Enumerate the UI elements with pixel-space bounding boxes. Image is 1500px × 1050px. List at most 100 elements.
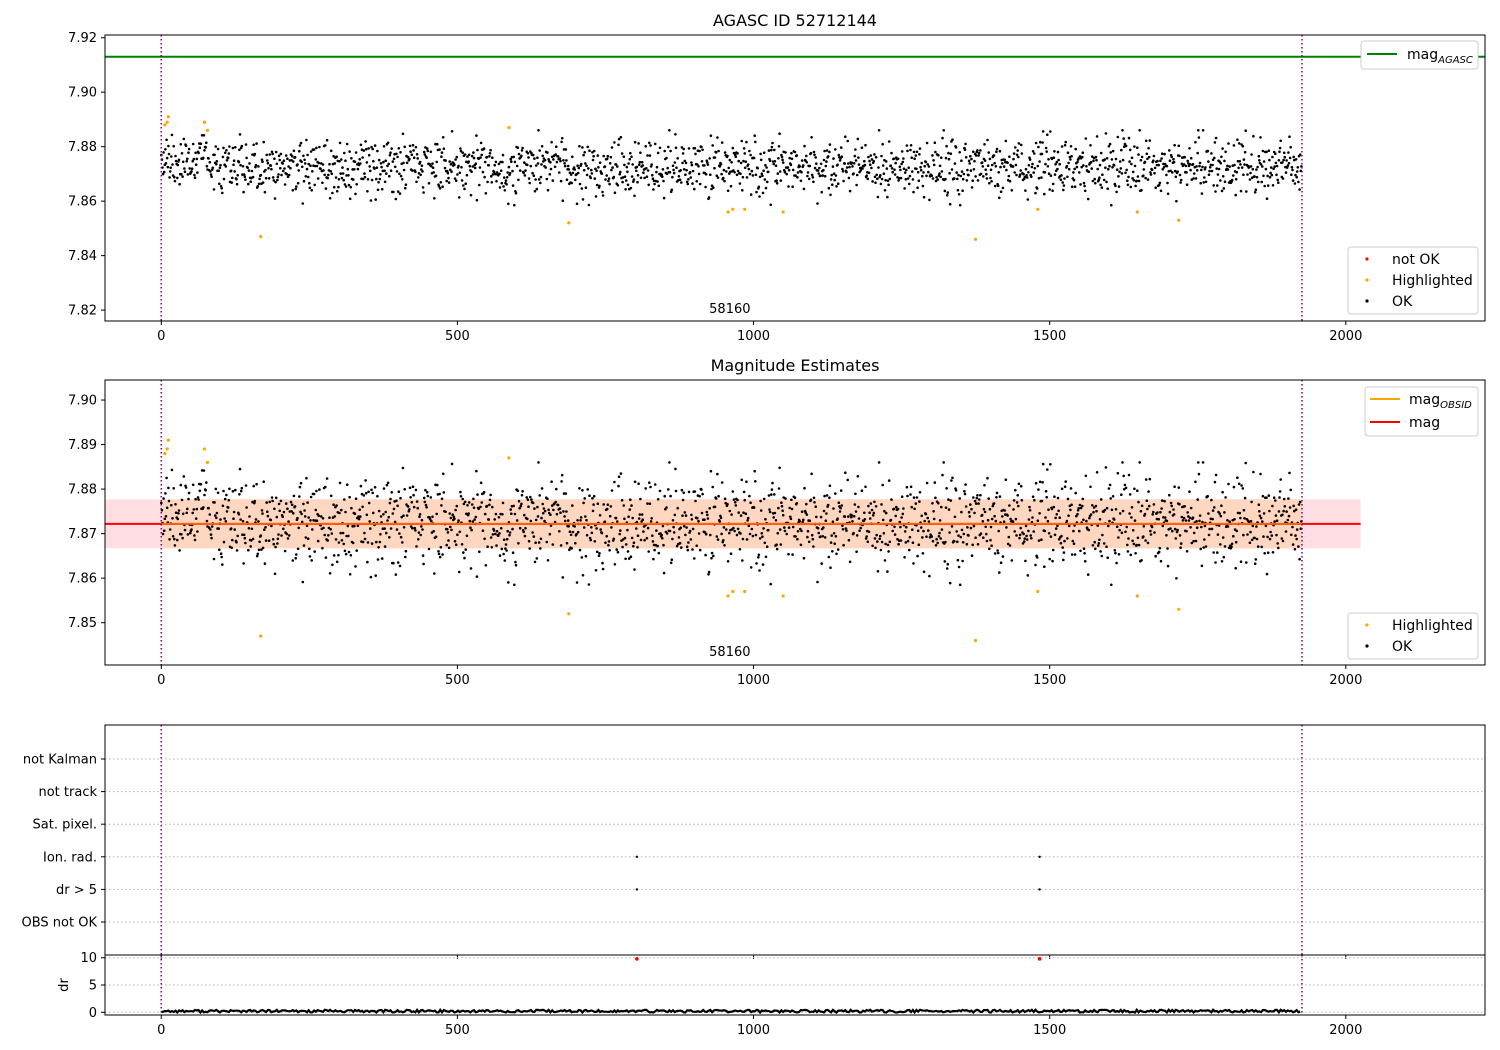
ok-point (983, 483, 986, 487)
ok-point (807, 177, 811, 181)
ok-point (793, 496, 797, 500)
ok-point (719, 516, 723, 520)
ok-point (323, 173, 327, 177)
ok-point (900, 516, 903, 519)
ok-point (550, 140, 553, 144)
ok-point (420, 518, 424, 522)
ok-point (933, 141, 937, 144)
ok-point (951, 476, 954, 480)
ok-point (1026, 198, 1030, 201)
ok-point (389, 527, 393, 530)
ok-point (333, 162, 337, 165)
ok-point (829, 541, 833, 544)
ok-point (1237, 166, 1240, 170)
ok-point (1203, 538, 1206, 541)
ok-point (813, 153, 816, 157)
ok-point (759, 509, 763, 512)
ok-point (1151, 513, 1154, 516)
ok-point (990, 180, 993, 183)
ok-point (964, 156, 968, 159)
ok-point (1163, 499, 1166, 503)
ok-point (339, 172, 343, 175)
ok-point (555, 512, 559, 516)
ok-point (739, 514, 743, 517)
ok-point (983, 143, 986, 146)
ok-point (1216, 533, 1220, 536)
ok-point (614, 163, 618, 166)
ok-point (1297, 503, 1301, 506)
ok-point (879, 534, 882, 538)
ok-point (1168, 510, 1172, 514)
ok-point (459, 490, 462, 494)
ok-point (847, 162, 850, 165)
ok-point (390, 491, 394, 494)
ok-point (1226, 519, 1229, 522)
ok-point (1146, 178, 1150, 181)
ok-point (507, 202, 510, 206)
ok-point (1113, 549, 1117, 552)
ok-point (223, 151, 227, 155)
ok-point (1031, 495, 1035, 499)
ok-point (790, 157, 794, 161)
ok-point (790, 498, 793, 502)
ok-point (1178, 534, 1182, 537)
ok-point (1212, 184, 1215, 187)
ok-point (1259, 516, 1263, 520)
ok-point (1238, 160, 1242, 163)
ok-point (681, 514, 684, 517)
ok-point (231, 146, 235, 150)
ok-point (708, 507, 711, 510)
ok-point (695, 544, 698, 547)
ok-point (302, 179, 306, 183)
ok-point (492, 170, 496, 174)
ok-point (1098, 176, 1101, 179)
ok-point (271, 499, 274, 503)
ok-point (914, 502, 918, 505)
ok-point (688, 170, 692, 174)
legend-label: OK (1392, 639, 1413, 655)
ok-point (1145, 499, 1149, 503)
ok-point (690, 518, 694, 521)
ok-point (1192, 177, 1195, 180)
ok-point (205, 481, 208, 484)
ok-point (343, 549, 347, 553)
ok-point (851, 165, 854, 168)
ok-point (1265, 197, 1269, 200)
obs-annotation: 58160 (709, 302, 750, 317)
ok-point (1274, 161, 1278, 165)
ok-point (920, 514, 923, 518)
ok-point (355, 549, 359, 552)
ok-point (418, 515, 421, 518)
ok-point (365, 513, 369, 517)
ok-point (607, 177, 611, 180)
ok-point (176, 176, 179, 180)
ok-point (240, 486, 244, 490)
ok-point (961, 559, 964, 563)
ok-point (472, 151, 475, 154)
ok-point (881, 164, 885, 167)
ok-point (173, 175, 176, 179)
ok-point (1200, 168, 1203, 172)
ok-point (641, 164, 645, 167)
ok-point (200, 134, 204, 137)
ok-point (447, 539, 450, 542)
ok-point (1278, 150, 1281, 154)
ok-point (1200, 564, 1204, 568)
ok-point (717, 494, 720, 498)
ok-point (1076, 509, 1080, 512)
ok-point (821, 535, 825, 538)
ok-point (243, 175, 247, 178)
ok-point (401, 466, 405, 470)
ok-point (256, 185, 260, 188)
ok-point (573, 525, 576, 528)
ok-point (768, 510, 772, 514)
ok-point (998, 571, 1001, 574)
ok-point (518, 506, 521, 510)
ok-point (1282, 497, 1286, 501)
ok-point (532, 174, 536, 177)
ok-point (1053, 533, 1057, 537)
ok-point (857, 163, 861, 166)
ok-point (1258, 159, 1261, 162)
ok-point (177, 509, 181, 512)
ok-point (638, 513, 642, 516)
